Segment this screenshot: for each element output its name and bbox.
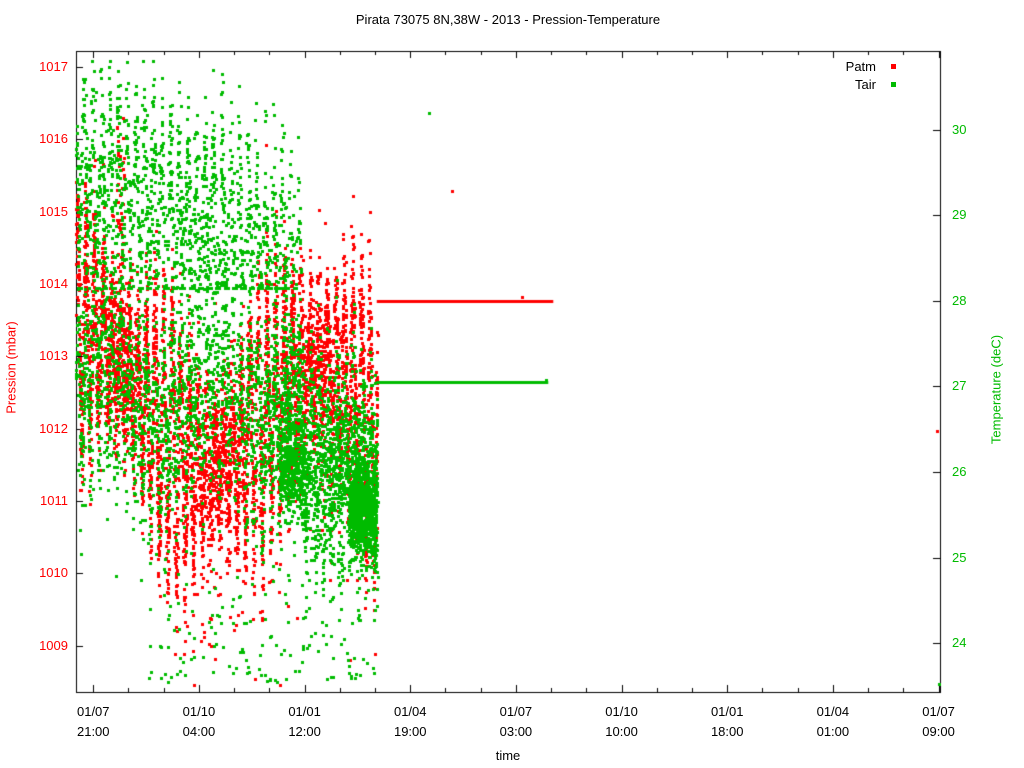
y-left-tick-label: 1009 bbox=[39, 637, 68, 653]
y-right-tick-label: 28 bbox=[952, 292, 967, 308]
x-tick-label: 01/07 09:00 bbox=[922, 704, 955, 739]
y-left-tick-label: 1010 bbox=[39, 565, 68, 581]
x-tick-label: 01/07 03:00 bbox=[499, 704, 533, 739]
y-left-tick-label: 1013 bbox=[39, 348, 68, 364]
y-left-tick-label: 1015 bbox=[39, 203, 68, 219]
legend-label-patm: Patm bbox=[845, 58, 876, 74]
y-right-tick-label: 25 bbox=[952, 549, 967, 565]
legend-label-tair: Tair bbox=[855, 76, 876, 92]
chart-title: Pirata 73075 8N,38W - 2013 - Pression-Te… bbox=[355, 12, 661, 27]
y-left-tick-label: 1012 bbox=[39, 420, 68, 436]
y-right-tick-label: 26 bbox=[952, 464, 967, 480]
x-tick-label: 01/04 01:00 bbox=[816, 704, 850, 739]
x-tick-label: 01/10 04:00 bbox=[182, 704, 216, 739]
y-right-tick-label: 30 bbox=[952, 121, 967, 137]
y-left-tick-label: 1016 bbox=[39, 131, 68, 147]
legend: Patm Tair bbox=[766, 57, 896, 93]
tair-marker-icon bbox=[891, 81, 896, 87]
y-left-tick-label: 1017 bbox=[39, 58, 68, 74]
y-right-tick-label: 24 bbox=[952, 635, 967, 651]
x-tick-label: 01/01 18:00 bbox=[710, 704, 744, 739]
x-axis-label: time bbox=[495, 748, 521, 763]
y-left-tick-label: 1014 bbox=[39, 275, 68, 291]
legend-entry-tair: Tair bbox=[766, 75, 896, 93]
y-right-tick-label: 27 bbox=[952, 378, 967, 394]
x-tick-label: 01/04 19:00 bbox=[393, 704, 427, 739]
legend-entry-patm: Patm bbox=[766, 57, 896, 75]
patm-marker-icon bbox=[891, 63, 896, 69]
x-tick-label: 01/07 21:00 bbox=[76, 704, 110, 739]
y-left-tick-label: 1011 bbox=[40, 493, 68, 508]
x-tick-label: 01/01 12:00 bbox=[288, 704, 321, 739]
y-axis-label-pressure: Pression (mbar) bbox=[3, 321, 19, 414]
x-tick-label: 01/10 10:00 bbox=[605, 704, 638, 739]
y-right-tick-label: 29 bbox=[952, 207, 967, 223]
